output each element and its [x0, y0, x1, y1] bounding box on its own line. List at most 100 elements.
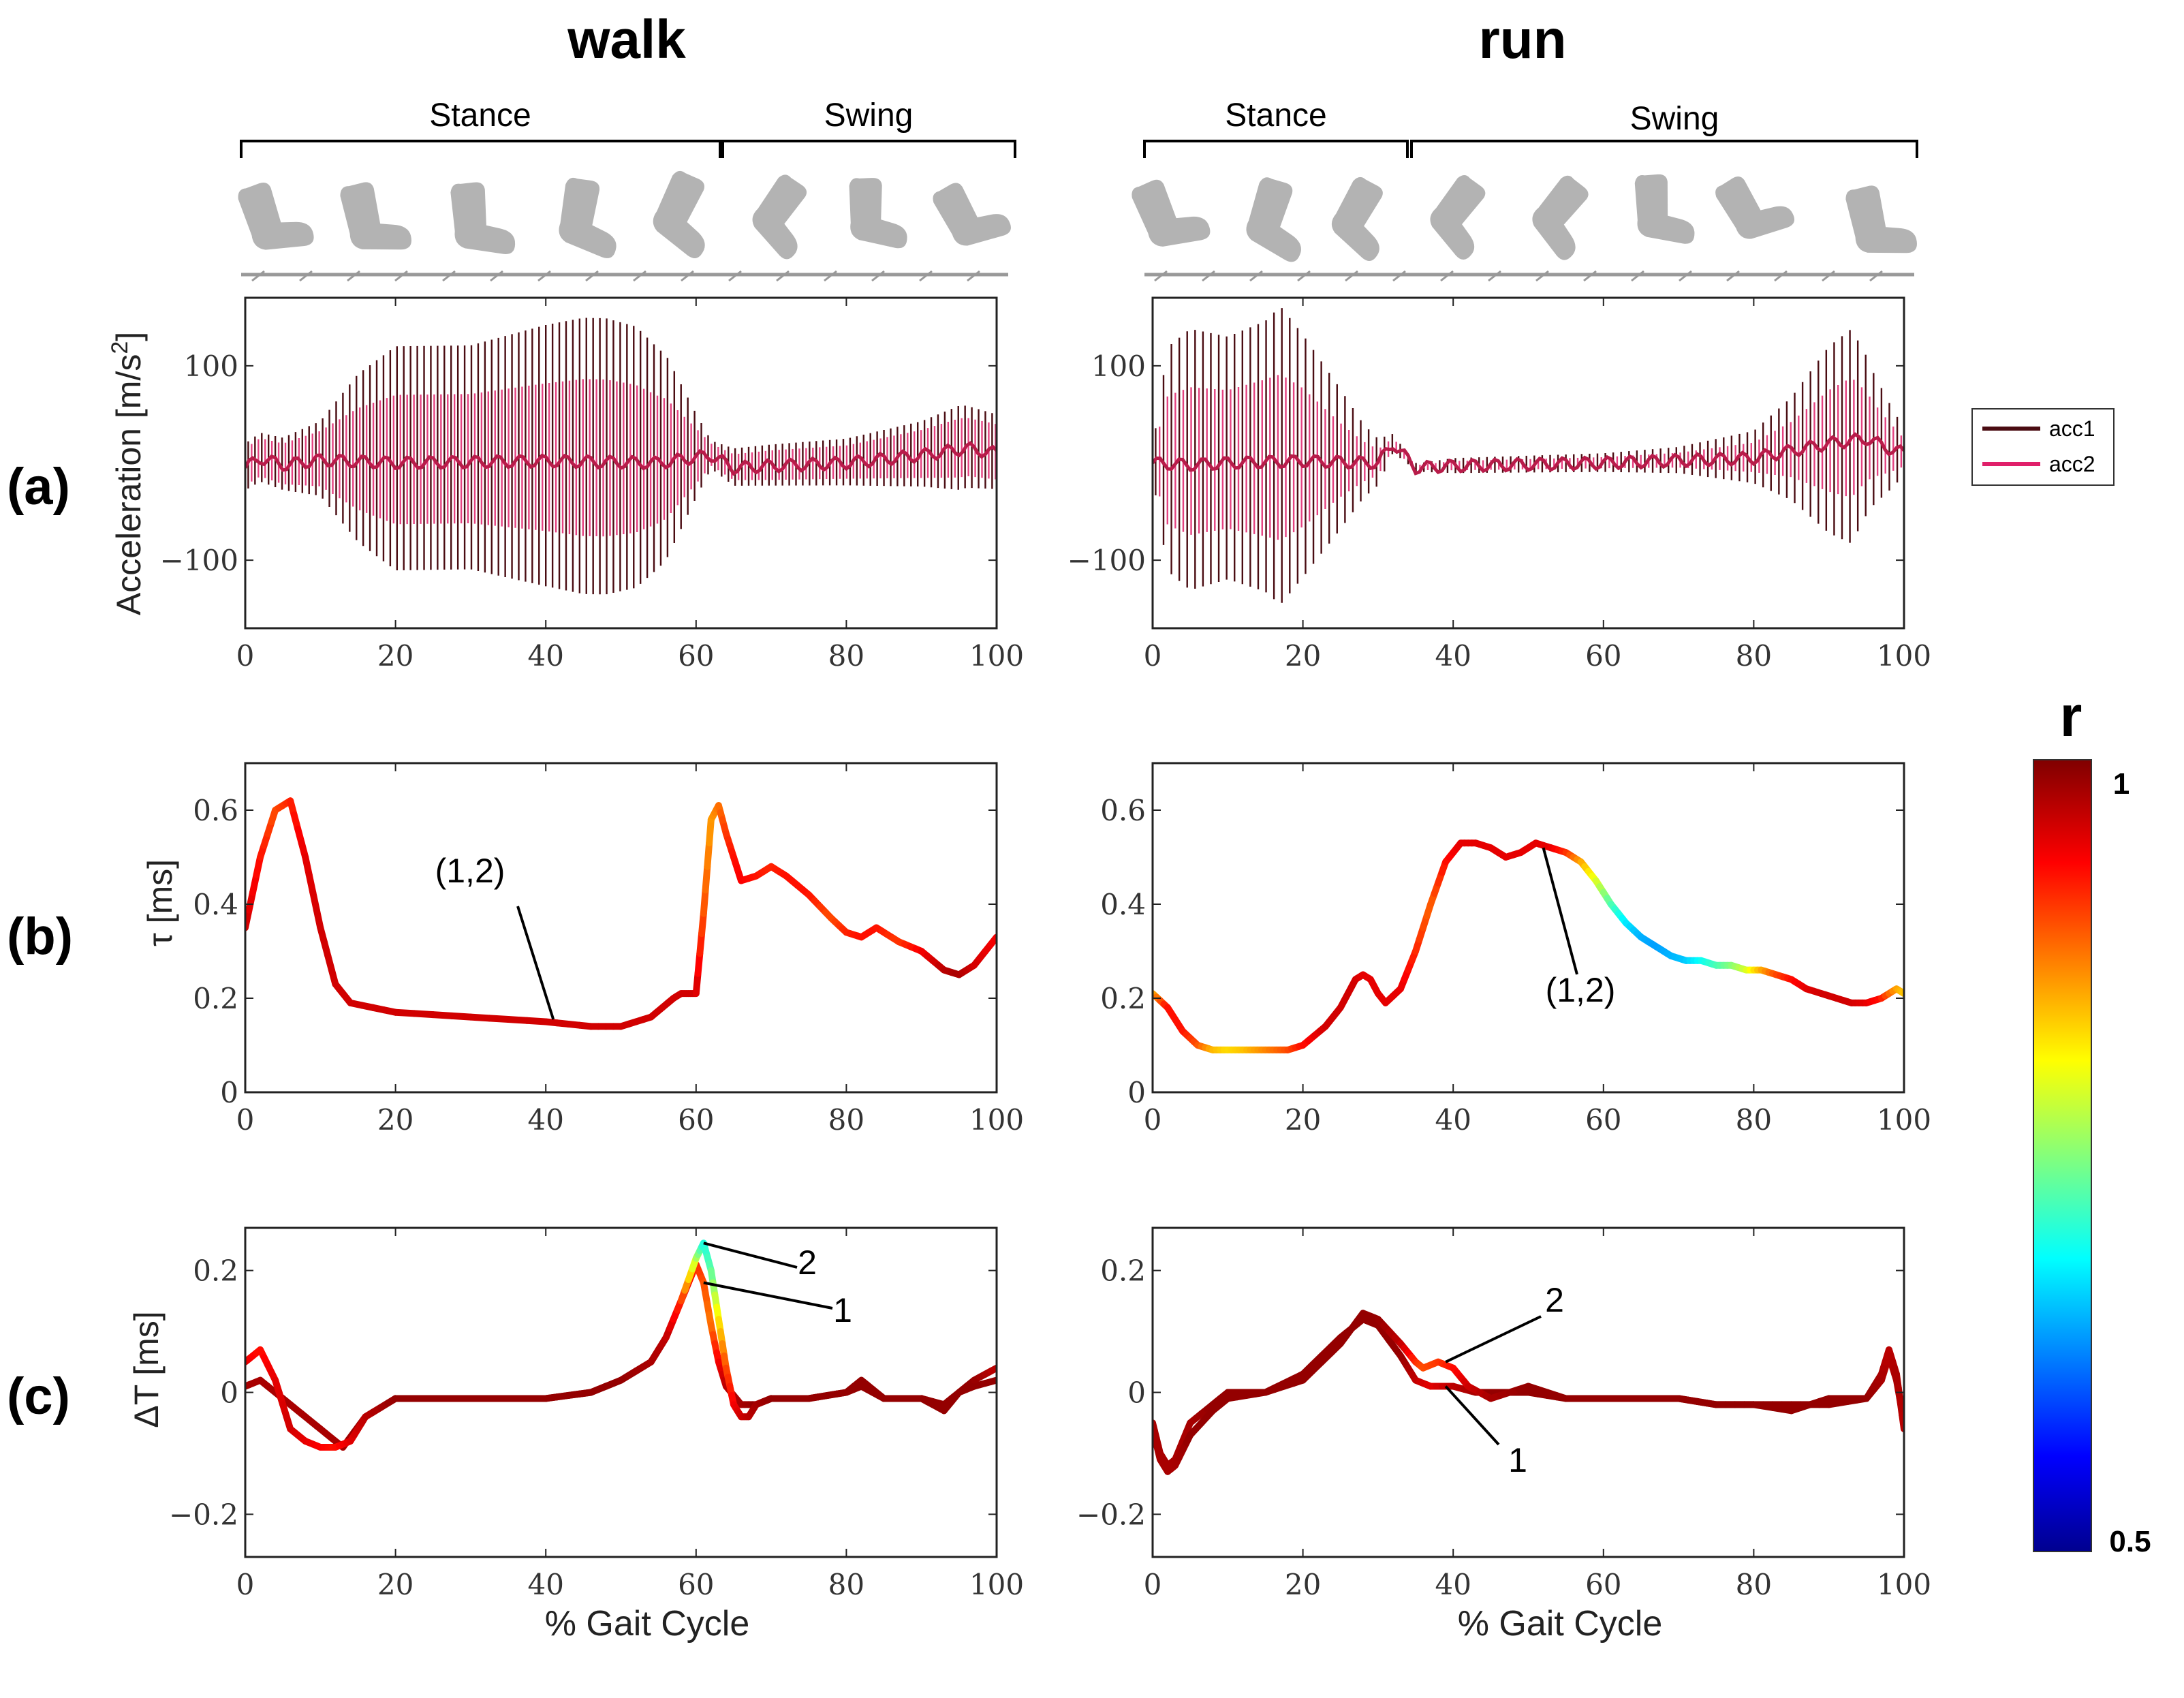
x-tick-label: 60 [678, 639, 714, 673]
y-tick-label: −100 [160, 544, 238, 577]
annotation-label: 2 [798, 1244, 817, 1282]
x-tick-label: 20 [377, 639, 414, 673]
y-tick-label: 0.4 [1100, 888, 1146, 921]
y-tick-label: −0.2 [169, 1498, 238, 1531]
plot-area [1153, 1310, 1904, 1475]
plot-area [245, 318, 997, 595]
x-tick-label: 0 [1144, 1568, 1162, 1601]
annotation-leader [1542, 847, 1578, 975]
axes-frame [1151, 762, 1905, 1094]
x-tick-label: 20 [377, 1103, 414, 1137]
x-tick-label: 40 [1435, 639, 1471, 673]
colorbar-min-label: 0.5 [2109, 1525, 2151, 1558]
xlabel-walk: % Gait Cycle [545, 1604, 750, 1643]
x-tick-label: 40 [1435, 1103, 1471, 1137]
foot-illustrations-run [1129, 161, 1918, 282]
series-2 [1153, 1310, 1904, 1475]
y-tick-label: 0.4 [193, 888, 238, 921]
y-tick-label: 100 [1091, 350, 1146, 383]
x-tick-label: 100 [1877, 639, 1931, 673]
y-tick-label: 0 [220, 1076, 238, 1109]
xlabel-run: % Gait Cycle [1458, 1604, 1663, 1643]
line-segment [704, 839, 713, 870]
x-tick-label: 60 [1585, 1568, 1621, 1601]
y-tick-label: 0.6 [1100, 794, 1146, 827]
series-2 [245, 1239, 997, 1451]
foot-illustrations-walk [236, 166, 1014, 282]
y-tick-label: 0.2 [1100, 982, 1146, 1015]
x-tick-label: 40 [527, 1568, 563, 1601]
panel-label-c: (c) [7, 1368, 70, 1425]
y-tick-label: 0.6 [193, 794, 238, 827]
swing-label-walk: Swing [824, 97, 914, 134]
annotation-leader [703, 1241, 798, 1269]
chart-a-run: 0 20 40 60 80 100 −100 100 [1067, 296, 1931, 673]
colorbar-max-label: 1 [2113, 767, 2130, 801]
swing-label-run: Swing [1630, 101, 1719, 137]
title-run: run [1479, 9, 1567, 70]
annotation-label: 1 [833, 1291, 852, 1329]
plot-area [1153, 308, 1904, 603]
ylabel-a: Acceleration [m/s2] [107, 332, 148, 615]
ylabel-c: ΔT [ms] [127, 1311, 166, 1427]
axes-frame [244, 762, 998, 1094]
x-tick-label: 0 [236, 639, 255, 673]
x-tick-label: 20 [377, 1568, 414, 1601]
y-tick-label: 0 [220, 1376, 238, 1410]
x-tick-label: 100 [1877, 1568, 1931, 1601]
x-tick-label: 100 [1877, 1103, 1931, 1137]
chart-c-run: 2 1 0 20 40 60 80 100 −0.2 0 0.2 [1076, 1226, 1931, 1601]
phase-bracket-walk [240, 140, 1016, 158]
annotation-label: 2 [1545, 1281, 1564, 1319]
x-tick-label: 40 [527, 1103, 563, 1137]
colorbar: r 1 0.5 [2033, 684, 2151, 1558]
x-tick-label: 60 [1585, 1103, 1621, 1137]
plot-area [245, 797, 997, 1030]
x-tick-label: 60 [1585, 639, 1621, 673]
x-tick-label: 80 [828, 1103, 864, 1137]
x-tick-label: 0 [236, 1568, 255, 1601]
series-(1,2) [245, 797, 997, 1030]
mean-acceleration-line [1153, 432, 1904, 476]
chart-b-walk: (1,2) 0 20 40 60 80 100 0 0.2 0.4 0.6 [193, 762, 1024, 1137]
panel-label-a: (a) [7, 458, 70, 516]
chart-b-run: (1,2) 0 20 40 60 80 100 0 0.2 0.4 0.6 [1100, 762, 1931, 1137]
legend-label-acc2: acc2 [2049, 452, 2095, 476]
x-tick-label: 20 [1285, 1568, 1321, 1601]
series-(1,2) [1153, 839, 1904, 1053]
x-tick-label: 20 [1285, 639, 1321, 673]
x-tick-label: 80 [828, 1568, 864, 1601]
x-tick-label: 60 [678, 1103, 714, 1137]
colorbar-gradient [2033, 759, 2092, 1552]
panel-label-b: (b) [7, 908, 73, 966]
annotation-leader [703, 1281, 833, 1310]
x-tick-label: 20 [1285, 1103, 1321, 1137]
line-segment [706, 816, 715, 847]
x-tick-label: 40 [1435, 1568, 1471, 1601]
x-tick-label: 80 [1736, 1103, 1772, 1137]
ylabel-b: τ [ms] [141, 859, 179, 946]
chart-a-walk: 0 20 40 60 80 100 −100 100 [160, 296, 1024, 673]
line-segment [702, 863, 711, 894]
plot-area [245, 1239, 997, 1451]
line-segment [700, 886, 709, 917]
axes-frame [244, 296, 998, 630]
y-tick-label: 0.2 [1100, 1254, 1146, 1288]
x-tick-label: 80 [828, 639, 864, 673]
y-tick-label: 0 [1127, 1076, 1146, 1109]
x-tick-label: 0 [236, 1103, 255, 1137]
x-tick-label: 100 [969, 1103, 1024, 1137]
y-tick-label: −100 [1067, 544, 1146, 577]
colorbar-title: r [2060, 684, 2082, 748]
annotation-leader [516, 906, 555, 1020]
y-tick-label: 0.2 [193, 982, 238, 1015]
annotation-leader [1445, 1315, 1542, 1363]
annotation-label: 1 [1508, 1441, 1527, 1479]
y-tick-label: −0.2 [1076, 1498, 1146, 1531]
x-tick-label: 80 [1736, 639, 1772, 673]
phase-bracket-run [1143, 140, 1918, 158]
x-tick-label: 60 [678, 1568, 714, 1601]
x-tick-label: 80 [1736, 1568, 1772, 1601]
axes-frame [244, 1226, 998, 1558]
